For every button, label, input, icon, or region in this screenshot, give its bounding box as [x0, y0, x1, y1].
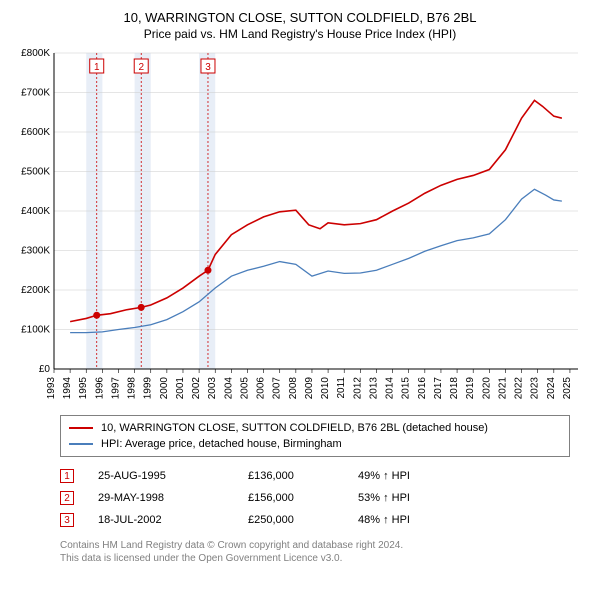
- svg-text:2003: 2003: [207, 377, 218, 400]
- svg-text:1996: 1996: [94, 377, 105, 400]
- chart-container: 10, WARRINGTON CLOSE, SUTTON COLDFIELD, …: [10, 10, 590, 565]
- line-chart: £0 £100K £200K £300K £400K £500K £600K £700K £80…: [10, 47, 590, 407]
- svg-text:2017: 2017: [433, 377, 444, 400]
- marker-date: 29-MAY-1998: [98, 492, 248, 504]
- title-address: 10, WARRINGTON CLOSE, SUTTON COLDFIELD, …: [10, 10, 590, 25]
- svg-text:2021: 2021: [497, 377, 508, 400]
- svg-text:1994: 1994: [62, 377, 73, 400]
- svg-text:1993: 1993: [46, 377, 57, 400]
- svg-text:2000: 2000: [159, 377, 170, 400]
- legend: 10, WARRINGTON CLOSE, SUTTON COLDFIELD, …: [60, 415, 570, 457]
- legend-label: 10, WARRINGTON CLOSE, SUTTON COLDFIELD, …: [101, 422, 488, 434]
- svg-text:2002: 2002: [191, 377, 202, 400]
- svg-text:1998: 1998: [127, 377, 138, 400]
- marker-number: 3: [60, 513, 74, 527]
- legend-item: HPI: Average price, detached house, Birm…: [69, 436, 561, 452]
- svg-text:2013: 2013: [368, 377, 379, 400]
- svg-text:2001: 2001: [175, 377, 186, 400]
- svg-text:2024: 2024: [546, 377, 557, 400]
- svg-text:2025: 2025: [562, 377, 573, 400]
- svg-text:1995: 1995: [78, 377, 89, 400]
- svg-text:2004: 2004: [223, 377, 234, 400]
- svg-text:2020: 2020: [481, 377, 492, 400]
- svg-text:£700K: £700K: [21, 88, 50, 99]
- svg-text:£300K: £300K: [21, 246, 50, 257]
- svg-text:2022: 2022: [514, 377, 525, 400]
- svg-text:2008: 2008: [288, 377, 299, 400]
- svg-text:2: 2: [138, 62, 144, 73]
- legend-item: 10, WARRINGTON CLOSE, SUTTON COLDFIELD, …: [69, 420, 561, 436]
- svg-text:£200K: £200K: [21, 285, 50, 296]
- markers-table: 1 25-AUG-1995£136,00049% ↑ HPI 2 29-MAY-199…: [60, 465, 570, 531]
- svg-text:2009: 2009: [304, 377, 315, 400]
- title-subtitle: Price paid vs. HM Land Registry's House …: [10, 27, 590, 41]
- marker-pct: 48% ↑ HPI: [358, 514, 468, 526]
- marker-price: £250,000: [248, 514, 358, 526]
- svg-text:2023: 2023: [530, 377, 541, 400]
- marker-row: 1 25-AUG-1995£136,00049% ↑ HPI: [60, 465, 570, 487]
- legend-label: HPI: Average price, detached house, Birm…: [101, 438, 342, 450]
- svg-text:1: 1: [94, 62, 100, 73]
- svg-text:£100K: £100K: [21, 325, 50, 336]
- footer-line2: This data is licensed under the Open Gov…: [60, 552, 570, 565]
- svg-text:1999: 1999: [143, 377, 154, 400]
- marker-row: 3 18-JUL-2002£250,00048% ↑ HPI: [60, 509, 570, 531]
- chart-title: 10, WARRINGTON CLOSE, SUTTON COLDFIELD, …: [10, 10, 590, 41]
- svg-text:2012: 2012: [352, 377, 363, 400]
- svg-text:2015: 2015: [401, 377, 412, 400]
- svg-text:2005: 2005: [239, 377, 250, 400]
- svg-text:2006: 2006: [256, 377, 267, 400]
- svg-text:3: 3: [205, 62, 211, 73]
- svg-text:£500K: £500K: [21, 167, 50, 178]
- marker-date: 18-JUL-2002: [98, 514, 248, 526]
- marker-pct: 53% ↑ HPI: [358, 492, 468, 504]
- svg-text:2010: 2010: [320, 377, 331, 400]
- legend-swatch: [69, 443, 93, 445]
- svg-text:2007: 2007: [272, 377, 283, 400]
- marker-price: £136,000: [248, 470, 358, 482]
- marker-number: 2: [60, 491, 74, 505]
- svg-text:2018: 2018: [449, 377, 460, 400]
- marker-number: 1: [60, 469, 74, 483]
- svg-text:£0: £0: [39, 364, 51, 375]
- svg-text:£400K: £400K: [21, 206, 50, 217]
- svg-text:2016: 2016: [417, 377, 428, 400]
- marker-price: £156,000: [248, 492, 358, 504]
- svg-text:2019: 2019: [465, 377, 476, 400]
- marker-date: 25-AUG-1995: [98, 470, 248, 482]
- footer-attribution: Contains HM Land Registry data © Crown c…: [60, 539, 570, 565]
- footer-line1: Contains HM Land Registry data © Crown c…: [60, 539, 570, 552]
- legend-swatch: [69, 427, 93, 429]
- svg-text:2011: 2011: [336, 377, 347, 399]
- svg-text:2014: 2014: [385, 377, 396, 400]
- svg-text:£600K: £600K: [21, 127, 50, 138]
- svg-text:1997: 1997: [110, 377, 121, 400]
- marker-pct: 49% ↑ HPI: [358, 470, 468, 482]
- svg-text:£800K: £800K: [21, 48, 50, 59]
- marker-row: 2 29-MAY-1998£156,00053% ↑ HPI: [60, 487, 570, 509]
